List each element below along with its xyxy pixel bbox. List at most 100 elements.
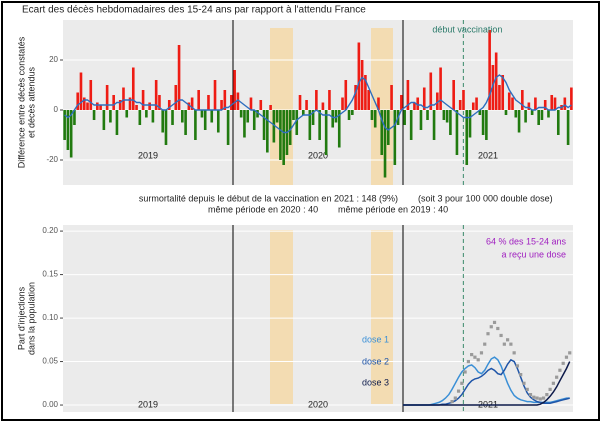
bar <box>252 110 256 130</box>
bar <box>102 110 106 130</box>
y-axis-label: Part d'injections <box>16 286 26 350</box>
bar <box>501 75 505 110</box>
bar <box>200 110 204 118</box>
bar <box>344 80 348 110</box>
bar <box>498 85 501 110</box>
bar <box>337 110 341 148</box>
bar <box>550 95 554 110</box>
bar <box>478 110 482 115</box>
bar <box>360 60 364 110</box>
bar <box>436 92 439 110</box>
bar <box>409 110 413 140</box>
bar <box>507 92 511 110</box>
year-label: 2019 <box>138 399 158 409</box>
year-label: 2020 <box>308 399 328 409</box>
bar <box>364 75 367 110</box>
bar <box>311 110 315 125</box>
legend-label: dose 1 <box>362 334 389 344</box>
point <box>496 326 500 331</box>
bar <box>452 80 455 110</box>
bar <box>151 110 155 123</box>
bar <box>135 105 138 110</box>
bar <box>66 110 70 150</box>
bar <box>279 110 282 160</box>
bar <box>370 110 374 120</box>
note: même période en 2019 : 40 <box>338 204 448 214</box>
bar <box>570 87 573 110</box>
bar <box>514 110 518 118</box>
bar <box>341 97 344 110</box>
bar <box>167 100 171 110</box>
bar <box>390 85 393 110</box>
point <box>502 342 506 346</box>
point <box>492 320 497 325</box>
bar <box>115 110 119 135</box>
bar <box>530 110 534 115</box>
bar <box>331 110 335 128</box>
y-tick-label: 0.00 <box>42 400 58 409</box>
bar <box>63 110 66 140</box>
bar <box>315 90 318 110</box>
bar <box>141 90 145 110</box>
bar <box>249 97 253 110</box>
bar <box>455 110 459 155</box>
bar <box>233 70 236 110</box>
bar <box>494 52 498 110</box>
bar <box>82 97 86 110</box>
point <box>522 381 526 385</box>
bar <box>543 100 547 110</box>
bar <box>537 110 540 125</box>
bar <box>400 95 403 110</box>
y-tick-label: 0.20 <box>42 226 58 235</box>
bar <box>73 110 76 125</box>
bar <box>194 110 197 140</box>
bar <box>468 110 472 138</box>
bar <box>131 67 135 110</box>
bar <box>112 95 115 110</box>
bar <box>269 105 272 110</box>
bar <box>308 110 312 140</box>
bar <box>256 110 259 118</box>
point <box>486 332 490 336</box>
bar <box>288 110 292 145</box>
bar <box>190 97 194 110</box>
bar <box>239 110 243 118</box>
point <box>489 325 493 329</box>
point <box>535 396 539 400</box>
bar <box>158 95 161 110</box>
bar <box>449 110 452 135</box>
bar <box>367 90 370 110</box>
bar <box>354 85 357 110</box>
bar <box>318 110 321 140</box>
bar <box>226 110 230 145</box>
bar <box>380 110 384 155</box>
y-tick-label: 20 <box>49 55 58 64</box>
y-tick-label: 0.10 <box>42 313 58 322</box>
bar <box>220 100 223 110</box>
point <box>473 355 477 359</box>
bar <box>485 110 488 140</box>
bar <box>230 95 233 110</box>
bar <box>128 97 132 110</box>
series-line <box>403 361 571 406</box>
y-tick-label: -20 <box>46 155 58 164</box>
bar <box>419 110 423 130</box>
point <box>470 352 474 357</box>
bar <box>491 65 495 110</box>
bar <box>272 110 276 143</box>
bar <box>458 100 462 110</box>
bar <box>357 42 361 110</box>
bar <box>184 110 187 135</box>
bar <box>321 102 325 110</box>
bar <box>207 95 210 110</box>
annotation: 64 % des 15-24 ans <box>486 236 567 246</box>
bar <box>148 102 151 110</box>
point <box>561 361 565 365</box>
bar <box>347 110 351 120</box>
point <box>466 359 470 364</box>
bar <box>86 102 89 110</box>
panel-top <box>63 20 573 185</box>
bar <box>282 110 285 165</box>
point <box>525 387 529 391</box>
